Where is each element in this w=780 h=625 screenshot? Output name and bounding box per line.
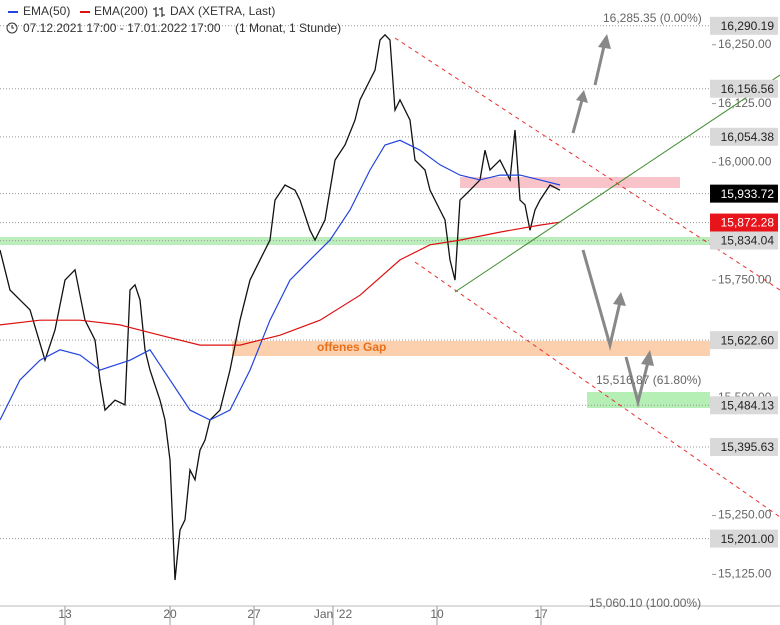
price-box-label: 16,054.38 [721,130,775,144]
channel-line [414,261,780,518]
price-box-label: 15,834.04 [721,234,775,248]
price-box-label: 15,872.28 [721,216,775,230]
series-line [0,33,561,581]
y-tick-label: 15,250.00 [718,508,772,522]
legend-label: EMA(50) [23,4,70,18]
x-tick-label: Jan '22 [314,607,353,621]
clock-hand [11,25,14,29]
legend-icon [153,7,165,17]
resistance-zone [460,177,680,188]
trend-line [454,74,780,293]
target-zone [587,392,710,408]
legend-label: EMA(200) [94,4,148,18]
price-box [710,437,778,456]
lines-layer [0,33,561,581]
series-line [0,139,561,421]
x-tick-label: 20 [163,607,177,621]
grid-layer: 16,250.0016,125.0016,000.0015,750.0015,5… [0,25,780,625]
drawings [394,34,780,518]
price-boxes: 16,290.19 16,156.56 16,054.38 15,933.72 15,8… [710,16,778,548]
x-tick-label: 17 [534,607,548,621]
fib-label: 16,285.35 (0.00%) [603,11,702,25]
fib-label: 15,516.87 (61.80%) [596,373,701,387]
price-box [710,231,778,250]
x-tick-label: 27 [247,607,261,621]
y-tick-label: 16,250.00 [718,37,772,51]
price-box [710,127,778,146]
price-box [710,16,778,35]
gap-label: offenes Gap [317,340,386,354]
background-layer [0,177,710,408]
x-tick-label: 10 [430,607,444,621]
projection-arrows [571,34,654,408]
price-box [710,529,778,548]
price-box-label: 16,156.56 [721,82,775,96]
period: (1 Monat, 1 Stunde) [235,21,341,35]
clock-icon [6,22,18,34]
price-box [710,213,778,232]
price-box [710,396,778,415]
price-box-label: 15,201.00 [721,532,775,546]
y-tick-label: 16,125.00 [718,96,772,110]
subtitle: 07.12.2021 17:00 - 17.01.2022 17:00 [23,21,221,35]
price-box-label: 15,622.60 [721,333,775,347]
y-tick-label: 16,000.00 [718,155,772,169]
price-box [710,331,778,350]
fib-label: 15,060.10 (100.00%) [589,596,701,610]
support-zone [0,237,710,245]
y-tick-label: 15,125.00 [718,567,772,581]
price-box-label: 15,933.72 [721,187,775,201]
price-box-label: 16,290.19 [721,19,775,33]
price-box [710,79,778,98]
x-tick-label: 13 [58,607,72,621]
price-box [710,184,778,203]
price-box-label: 15,395.63 [721,440,775,454]
gap-zone [232,341,710,356]
price-box-label: 15,484.13 [721,398,775,412]
legend: EMA(50) EMA(200) DAX (XETRA, Last) 07.12… [6,4,341,35]
legend-label: DAX (XETRA, Last) [170,4,275,18]
series-line [0,221,561,346]
